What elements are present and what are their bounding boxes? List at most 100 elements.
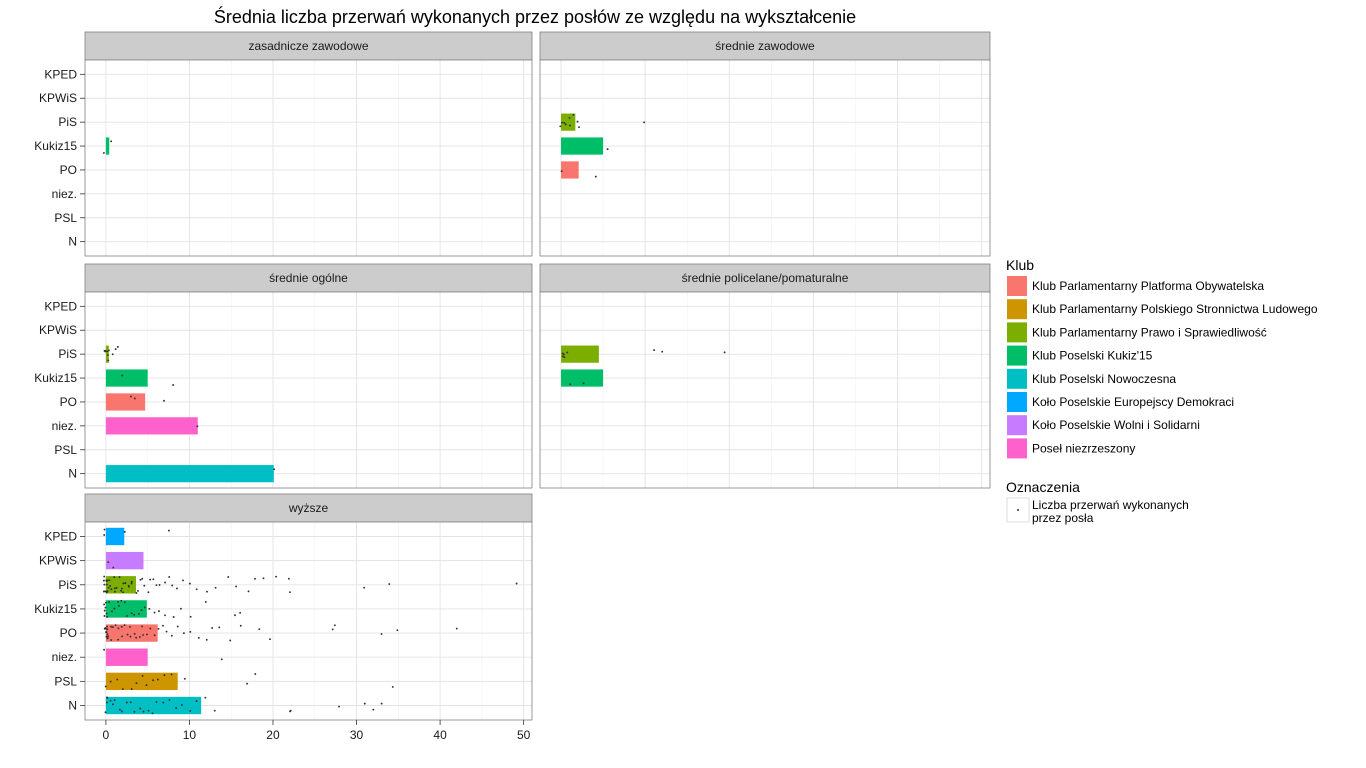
point-pis bbox=[130, 582, 133, 585]
x-tick-label: 30 bbox=[350, 728, 364, 742]
point-pis bbox=[107, 586, 110, 589]
point-pis bbox=[122, 591, 125, 594]
panel-rednie-policelane-pomaturalne: średnie policelane/pomaturalne bbox=[539, 263, 991, 489]
point-pis bbox=[168, 576, 171, 578]
point-pis bbox=[559, 125, 562, 128]
point-pis bbox=[124, 582, 127, 585]
point-n bbox=[120, 710, 123, 713]
point-po bbox=[239, 624, 242, 627]
point-psl bbox=[130, 688, 133, 690]
y-tick-label: PSL bbox=[54, 211, 77, 225]
point-po bbox=[106, 625, 109, 628]
y-tick-label: niez. bbox=[52, 419, 77, 433]
point-pis bbox=[113, 576, 116, 579]
legend-label-n: Klub Poselski Nowoczesna bbox=[1032, 372, 1176, 386]
point-kukiz15 bbox=[103, 603, 106, 606]
points bbox=[102, 528, 518, 715]
point-n bbox=[195, 700, 198, 703]
point-kukiz15 bbox=[120, 599, 123, 602]
point-kukiz15 bbox=[172, 616, 175, 618]
point-pis bbox=[561, 121, 563, 124]
panel-strip bbox=[84, 263, 533, 293]
point-po bbox=[149, 627, 152, 630]
panel-border bbox=[84, 521, 533, 721]
point-pis bbox=[227, 575, 230, 578]
point-niez bbox=[103, 648, 106, 651]
point-kukiz15 bbox=[113, 607, 116, 610]
point-pis bbox=[158, 583, 161, 586]
point-po bbox=[153, 634, 156, 637]
point-kpwis bbox=[107, 561, 110, 564]
bar-kukiz15 bbox=[105, 369, 148, 387]
point-po bbox=[106, 637, 109, 640]
point-po bbox=[105, 635, 108, 638]
point-pis bbox=[661, 350, 664, 353]
legend-point-marker bbox=[1017, 509, 1019, 511]
point-pis bbox=[107, 349, 110, 352]
point-n bbox=[338, 705, 340, 708]
panel-wy-sze: wyższe KPED KPWiS PiS Kukiz15 PO niez. PSL N 0 10 2… bbox=[34, 493, 533, 742]
point-pis bbox=[102, 579, 105, 582]
legend-swatch-po bbox=[1007, 276, 1027, 296]
point-pis bbox=[363, 586, 366, 589]
point-po bbox=[145, 633, 148, 636]
point-pis bbox=[566, 351, 569, 354]
point-n bbox=[155, 701, 158, 703]
y-tick-label: KPWiS bbox=[39, 91, 77, 105]
panel-zasadnicze-zawodowe: zasadnicze zawodowe KPED KPWiS PiS Kukiz15 PO… bbox=[34, 31, 533, 257]
point-psl bbox=[121, 688, 124, 690]
point-kped bbox=[167, 529, 170, 532]
point-po bbox=[380, 633, 383, 636]
point-kukiz15 bbox=[123, 601, 126, 604]
bar-niez bbox=[105, 648, 148, 666]
panel-rednie-og-lne: średnie ogólne KPED KPWiS PiS Kukiz15 PO niez.… bbox=[34, 263, 533, 489]
point-po bbox=[105, 631, 108, 633]
y-tick-label: niez. bbox=[52, 650, 77, 664]
point-po bbox=[110, 625, 113, 628]
point-pis bbox=[568, 124, 571, 127]
point-po bbox=[189, 630, 192, 633]
point-po bbox=[333, 624, 336, 627]
point-kped bbox=[103, 533, 106, 536]
point-kped bbox=[103, 528, 106, 531]
point-pis bbox=[155, 584, 158, 587]
points bbox=[102, 140, 113, 154]
legend-label-psl: Klub Parlamentarny Polskiego Stronnictwa… bbox=[1032, 302, 1318, 316]
point-kukiz15 bbox=[103, 615, 106, 617]
point-po bbox=[162, 624, 164, 627]
y-tick-label: KPED bbox=[44, 299, 77, 313]
points bbox=[559, 113, 646, 178]
point-pis bbox=[164, 581, 167, 584]
legend-swatch-niez bbox=[1007, 438, 1027, 459]
point-n bbox=[129, 701, 132, 704]
point-kukiz15 bbox=[108, 601, 111, 603]
point-n bbox=[112, 703, 114, 706]
point-kukiz15 bbox=[125, 614, 128, 617]
point-po bbox=[129, 625, 131, 628]
point-po bbox=[331, 628, 334, 631]
point-pis bbox=[515, 582, 518, 585]
point-pis bbox=[139, 578, 142, 581]
point-kped bbox=[123, 530, 126, 533]
point-kukiz15 bbox=[111, 610, 113, 613]
point-n bbox=[168, 698, 171, 701]
point-po bbox=[269, 638, 271, 641]
point-po bbox=[133, 397, 136, 400]
point-pis bbox=[188, 582, 191, 585]
legend-point-label: przez posła bbox=[1032, 511, 1094, 525]
point-pis bbox=[171, 584, 174, 587]
point-kukiz15 bbox=[118, 604, 120, 607]
point-n bbox=[125, 701, 128, 704]
point-psl bbox=[156, 678, 159, 681]
point-po bbox=[197, 636, 200, 639]
legend-swatch-psl bbox=[1007, 299, 1027, 320]
point-n bbox=[104, 711, 107, 714]
point-kukiz15 bbox=[133, 613, 136, 616]
point-kukiz15 bbox=[148, 607, 151, 610]
point-n bbox=[142, 710, 145, 713]
panel-rednie-zawodowe: średnie zawodowe bbox=[539, 31, 991, 257]
legend-fill-title: Klub bbox=[1006, 257, 1034, 273]
point-pis bbox=[568, 116, 571, 119]
y-tick-label: PSL bbox=[54, 443, 77, 457]
